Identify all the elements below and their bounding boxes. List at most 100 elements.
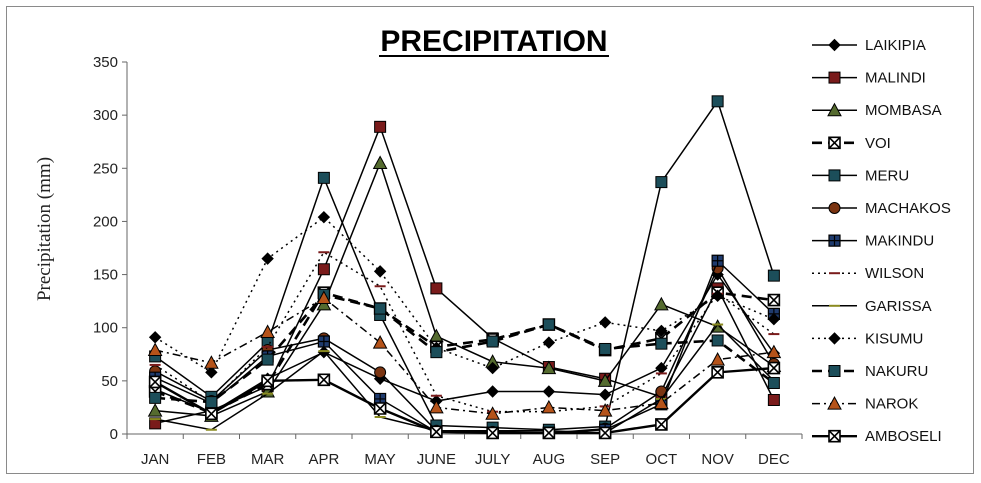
data-point-amboseli — [317, 373, 331, 387]
x-tick-label: MAY — [364, 451, 395, 468]
x-tick-label: MAR — [251, 451, 285, 468]
legend-label-nakuru: NAKURU — [865, 363, 928, 380]
legend-item-meru: MERU — [812, 167, 909, 184]
data-point-kisumu — [655, 324, 668, 338]
legend-item-nakuru: NAKURU — [812, 363, 928, 380]
data-point-malindi — [374, 120, 387, 133]
legend-item-kisumu: KISUMU — [812, 330, 923, 347]
data-point-amboseli — [767, 361, 781, 375]
y-tick-label: 0 — [110, 426, 118, 443]
series-line-malindi — [154, 124, 775, 425]
series-line-nakuru — [155, 293, 775, 404]
data-point-narok — [597, 403, 613, 417]
legend-item-malindi: MALINDI — [812, 70, 926, 87]
data-point-nakuru — [599, 342, 612, 355]
data-point-nakuru — [542, 318, 555, 331]
legend-marker-nakuru — [828, 365, 841, 377]
y-tick-label: 300 — [93, 107, 118, 124]
series-kisumu — [148, 210, 781, 379]
data-point-nakuru — [374, 302, 387, 315]
data-point-amboseli — [655, 418, 668, 431]
legend-marker-laikipia — [828, 38, 841, 52]
data-point-malindi — [430, 282, 443, 295]
legend-label-laikipia: LAIKIPIA — [865, 37, 926, 54]
data-point-mombasa — [597, 373, 613, 387]
data-point-amboseli — [205, 407, 218, 421]
precipitation-chart: 0 50 100 150 200 250 300 350 JAN FEB MAR APR MAY JUNE… — [34, 25, 951, 468]
data-point-laikipia — [655, 361, 668, 375]
y-tick-label: 200 — [93, 213, 118, 230]
data-point-narok — [485, 406, 500, 420]
legend-label-garissa: GARISSA — [865, 298, 932, 315]
x-tick-label: JULY — [475, 451, 511, 468]
data-point-amboseli — [373, 402, 387, 415]
chart-title-group: PRECIPITATION — [379, 25, 609, 58]
data-point-nakuru — [767, 376, 780, 389]
legend-label-mombasa: MOMBASA — [865, 102, 942, 119]
data-point-kisumu — [711, 289, 724, 303]
data-point-nakuru — [205, 396, 218, 409]
legend-marker-narok — [827, 396, 842, 410]
legend-label-amboseli: AMBOSELI — [865, 428, 942, 445]
data-point-nakuru — [655, 337, 668, 350]
legend-item-garissa: GARISSA — [812, 298, 932, 315]
data-point-nakuru — [711, 334, 724, 347]
x-tick-label: AUG — [533, 451, 566, 468]
x-tick-label: OCT — [646, 451, 678, 468]
series-line-mombasa — [155, 160, 775, 417]
series-malindi — [149, 120, 780, 430]
data-point-makindu — [711, 254, 724, 267]
legend-item-amboseli: AMBOSELI — [812, 428, 942, 445]
series-amboseli — [148, 361, 781, 440]
data-point-meru — [767, 269, 780, 282]
legend-item-narok: NAROK — [812, 396, 918, 413]
series-line-meru — [154, 99, 775, 431]
legend-marker-meru — [828, 169, 841, 182]
legend-label-narok: NAROK — [865, 396, 918, 413]
legend-item-laikipia: LAIKIPIA — [812, 37, 926, 54]
data-point-amboseli — [486, 426, 499, 440]
data-point-kisumu — [148, 331, 162, 344]
x-tick-label: JUNE — [417, 451, 456, 468]
series-line-garissa — [154, 323, 775, 434]
legend: LAIKIPIA MALINDI MOMBASA VOI MERU MACHAKOS MAK… — [812, 37, 951, 445]
data-point-amboseli — [430, 425, 443, 439]
data-point-machakos — [374, 366, 387, 379]
legend-item-voi: VOI — [812, 135, 891, 152]
legend-marker-kisumu — [828, 332, 841, 345]
data-point-laikipia — [542, 385, 556, 398]
data-point-mombasa — [372, 155, 388, 169]
data-point-narok — [260, 324, 275, 338]
legend-marker-mombasa — [827, 102, 842, 117]
data-point-mombasa — [147, 403, 163, 417]
series-line-machakos — [154, 266, 775, 434]
data-point-mombasa — [429, 328, 444, 343]
data-point-narok — [710, 352, 725, 366]
legend-label-kisumu: KISUMU — [865, 330, 923, 347]
x-tick-label: FEB — [197, 451, 226, 468]
data-point-kisumu — [373, 265, 387, 278]
data-point-narok — [429, 399, 444, 414]
y-axis-label: Precipitation (mm) — [34, 157, 55, 301]
legend-item-wilson: WILSON — [812, 265, 924, 282]
data-point-malindi — [317, 263, 330, 276]
legend-item-makindu: MAKINDU — [812, 233, 934, 250]
y-tick-label: 150 — [93, 267, 118, 284]
data-point-mombasa — [541, 360, 557, 375]
axes: 0 50 100 150 200 250 300 350 JAN FEB MAR APR MAY JUNE… — [93, 54, 803, 468]
data-point-narok — [316, 290, 332, 304]
data-point-laikipia — [598, 388, 612, 401]
legend-label-makindu: MAKINDU — [865, 233, 934, 250]
data-point-narok — [204, 355, 219, 369]
data-point-kisumu — [205, 366, 218, 379]
data-point-kisumu — [767, 313, 781, 326]
data-point-narok — [766, 344, 782, 359]
legend-marker-machakos — [828, 202, 841, 214]
data-point-narok — [654, 395, 669, 410]
data-point-mombasa — [654, 296, 669, 311]
series-mombasa — [147, 155, 782, 422]
data-point-amboseli — [598, 426, 612, 440]
legend-label-wilson: WILSON — [865, 265, 924, 282]
y-tick-label: 100 — [93, 320, 118, 337]
plot-area — [147, 95, 782, 440]
